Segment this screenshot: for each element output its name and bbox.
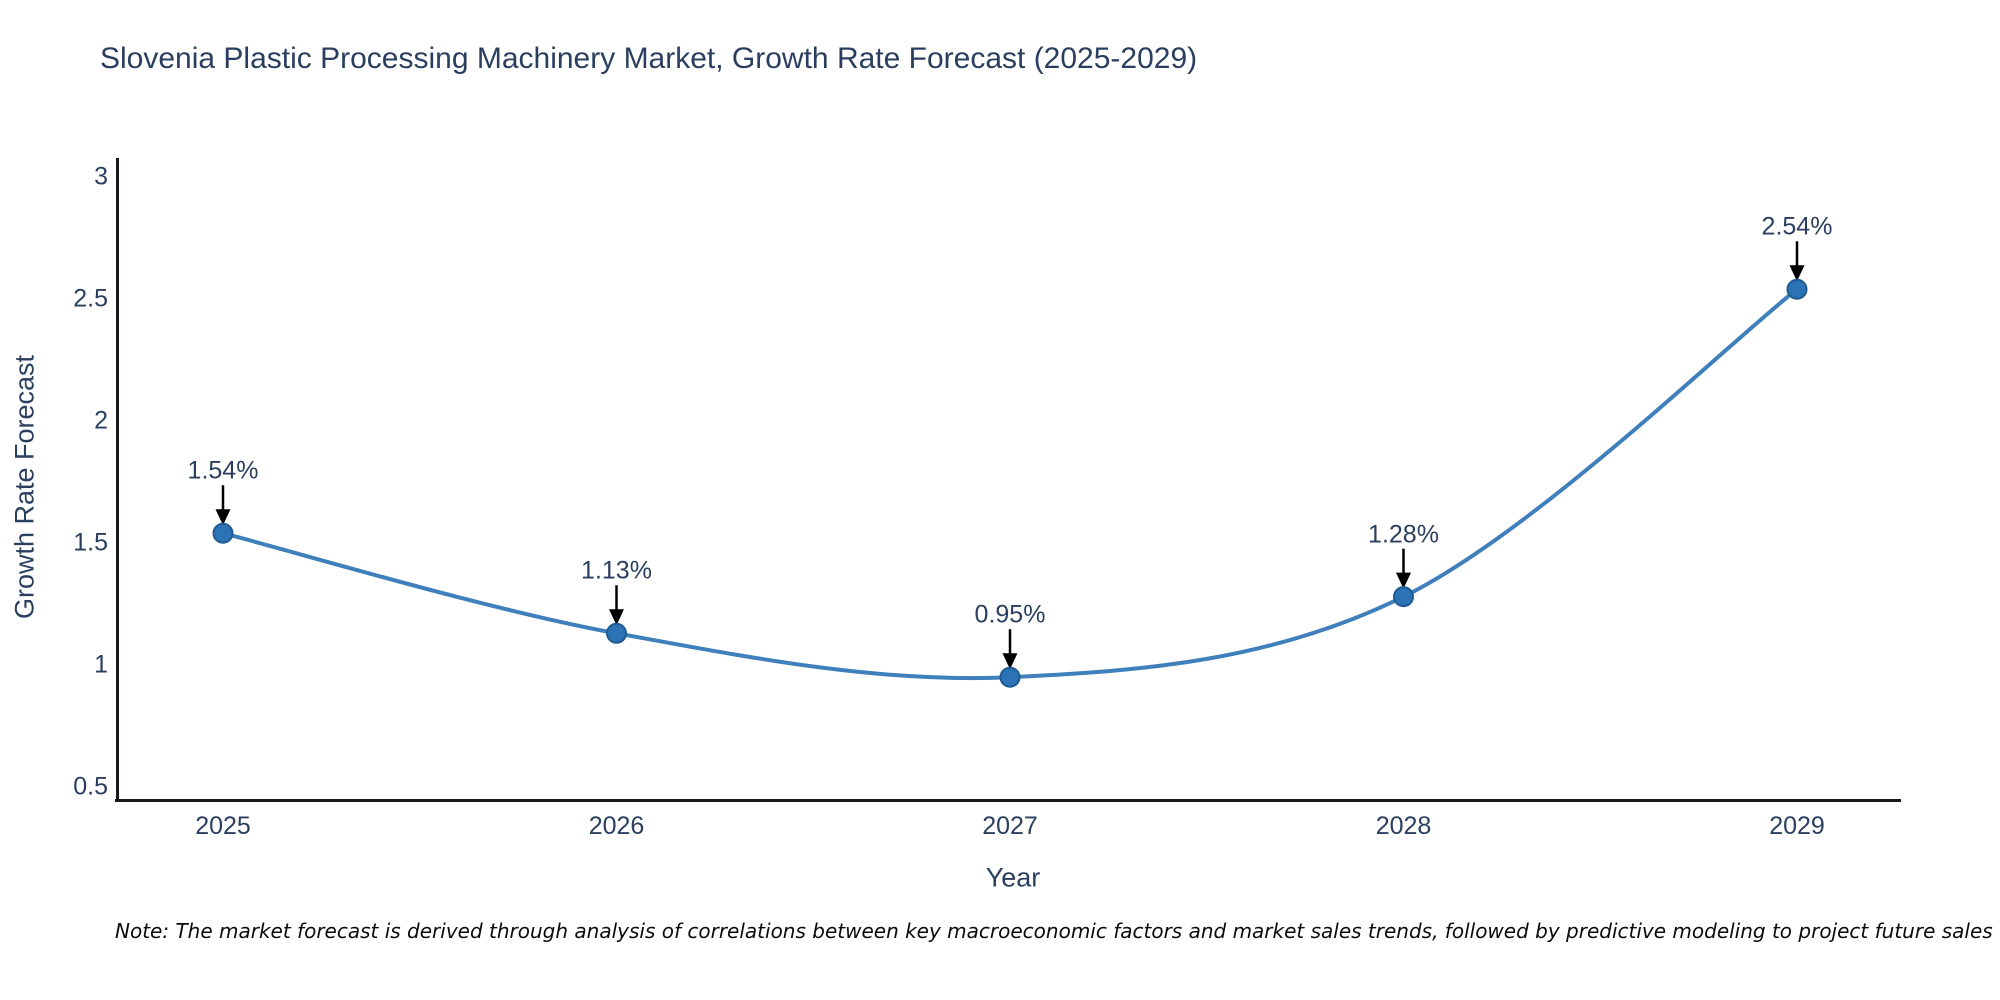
annotation-label: 2.54% (1761, 212, 1833, 241)
y-axis-title: Growth Rate Forecast (9, 354, 40, 620)
data-point-marker (1786, 278, 1808, 300)
x-tick-label: 2028 (1375, 812, 1432, 840)
annotation-arrow-head (1789, 265, 1805, 282)
y-tick-label: 2.5 (73, 284, 108, 313)
data-point-marker (999, 666, 1021, 688)
annotation-arrow-head (609, 609, 624, 626)
x-tick-label: 2029 (1769, 812, 1825, 840)
y-tick-label: 1.5 (73, 528, 108, 557)
footnote-text: Note: The market forecast is derived thr… (115, 919, 1993, 943)
data-point-marker (606, 622, 627, 644)
y-axis-line (116, 158, 119, 802)
annotation-arrow-head (1396, 572, 1411, 589)
annotation-label: 0.95% (974, 600, 1046, 629)
data-point-marker (1393, 586, 1414, 608)
x-axis-title: Year (985, 862, 1041, 893)
y-tick-label: 0.5 (73, 772, 108, 801)
x-tick-label: 2027 (982, 812, 1038, 840)
annotation-arrow-head (215, 509, 231, 526)
y-tick-label: 1 (94, 650, 108, 679)
data-point-marker (212, 522, 234, 544)
y-tick-label: 2 (94, 406, 108, 435)
y-tick-label: 3 (94, 162, 108, 191)
annotation-arrow-head (1002, 653, 1018, 670)
annotation-label: 1.54% (187, 456, 259, 485)
annotation-label: 1.28% (1368, 520, 1439, 549)
annotation-label: 1.13% (581, 556, 652, 585)
x-tick-label: 2025 (195, 812, 251, 840)
chart-title: Slovenia Plastic Processing Machinery Ma… (100, 42, 1198, 75)
x-axis-line (115, 799, 1901, 802)
x-tick-label: 2026 (588, 812, 645, 840)
